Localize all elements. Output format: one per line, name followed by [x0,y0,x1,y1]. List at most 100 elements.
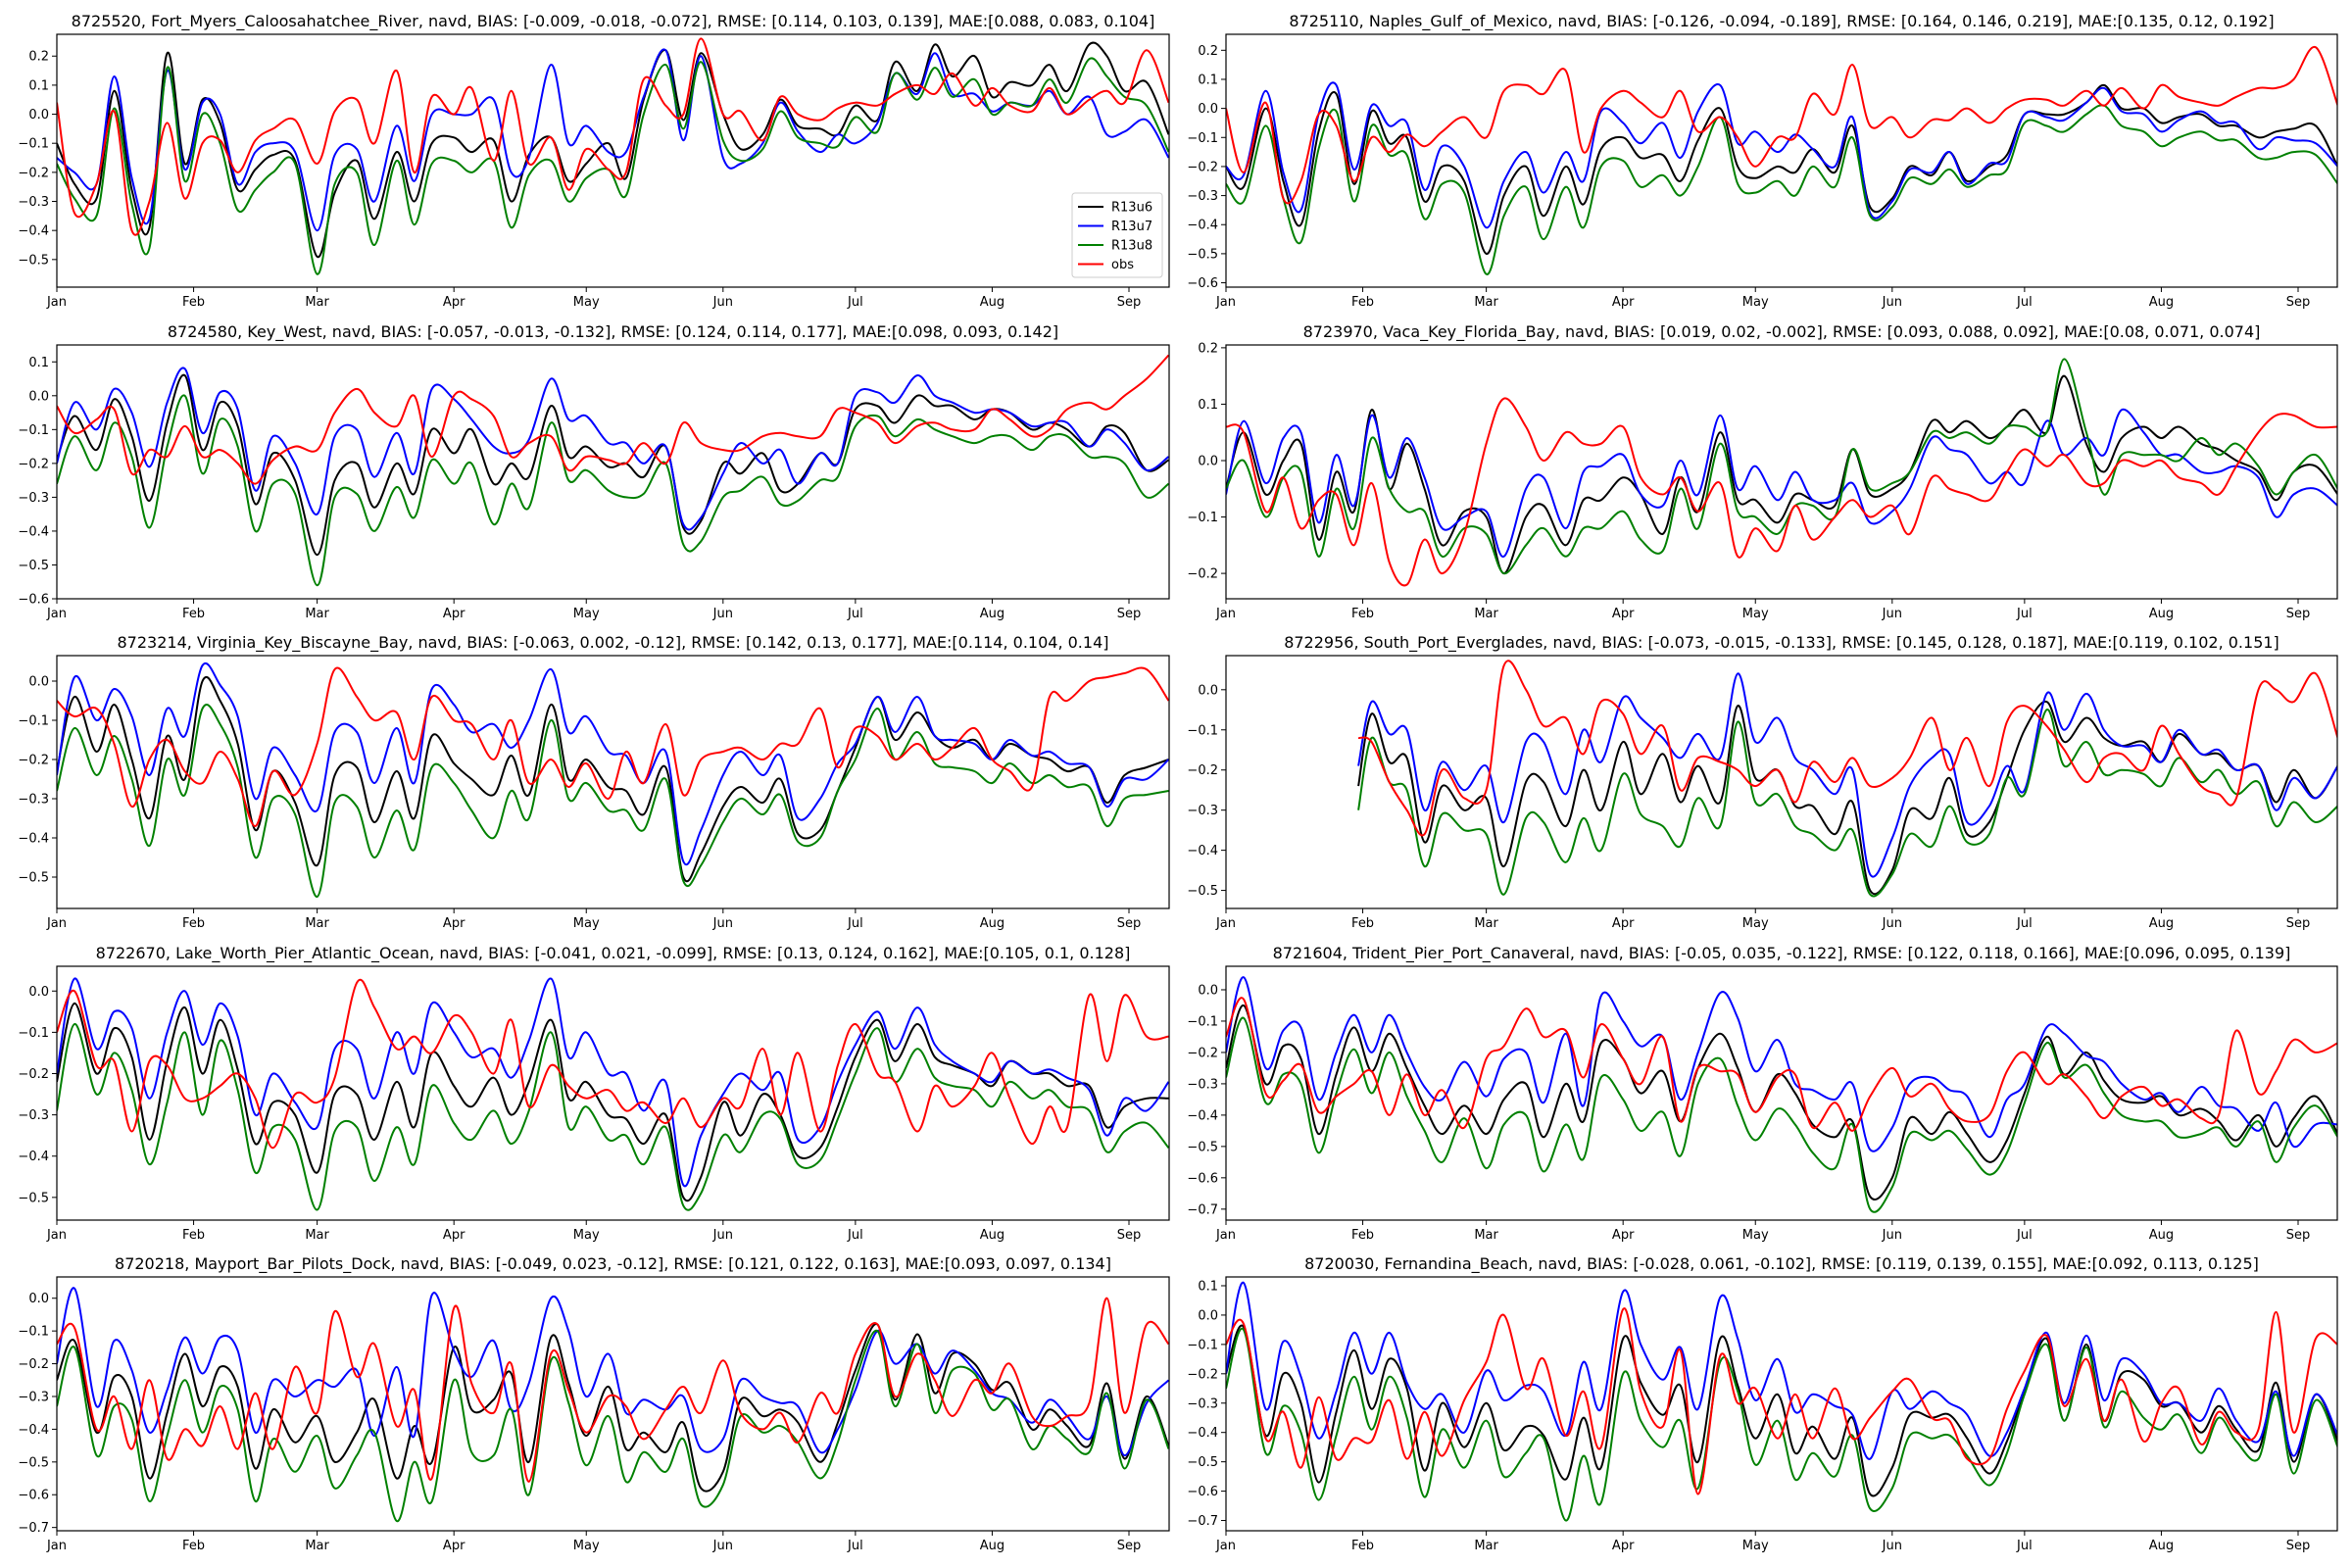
y-tick-label: −0.4 [18,1150,49,1164]
subplot-title: 8723970, Vaca_Key_Florida_Bay, navd, BIA… [1303,322,2261,342]
x-tick-label: May [573,916,600,931]
x-tick-label: Aug [2149,916,2174,931]
y-tick-label: 0.1 [28,78,49,93]
y-tick-label: −0.1 [1187,511,1218,525]
subplot: 8720218, Mayport_Bar_Pilots_Dock, navd, … [18,1254,1170,1553]
x-tick-label: Jun [712,916,733,931]
x-tick-label: Jan [46,1228,67,1243]
y-tick-label: −0.5 [18,871,49,886]
series-line-R13u6 [57,373,1169,557]
x-tick-label: Apr [1612,916,1635,931]
series-line-R13u8 [1226,1016,2337,1213]
series-line-R13u7 [57,48,1169,232]
subplot-title: 8720218, Mayport_Bar_Pilots_Dock, navd, … [115,1254,1111,1274]
series-line-obs [57,37,1169,236]
x-tick-label: Jul [847,1228,863,1243]
x-tick-label: Jun [1882,1228,1902,1243]
series-line-R13u7 [1226,1281,2337,1460]
x-tick-label: Jun [712,607,733,621]
series-line-R13u7 [1226,81,2337,229]
axes-frame [56,344,1170,600]
axes-frame [1225,344,2338,600]
y-tick-label: −0.4 [1187,219,1218,233]
y-tick-label: −0.3 [18,793,49,808]
y-tick-label: 0.0 [1198,1308,1218,1323]
series-line-R13u8 [57,1022,1169,1211]
x-tick-label: May [1742,916,1769,931]
series-group [57,354,1169,587]
x-tick-label: Jul [2016,1539,2033,1553]
y-tick-label: −0.4 [1187,844,1218,858]
x-tick-label: Aug [980,1228,1004,1243]
x-tick-label: Jun [712,295,733,310]
y-tick-label: −0.7 [18,1521,49,1536]
x-tick-label: Jun [1882,607,1902,621]
subplot: 8722956, South_Port_Everglades, navd, BI… [1187,633,2338,931]
series-group [1226,358,2337,587]
x-tick-label: Jan [46,295,67,310]
x-tick-label: Mar [1474,1228,1498,1243]
x-tick-label: Apr [443,295,466,310]
y-tick-label: −0.2 [18,1357,49,1372]
y-tick-label: −0.5 [18,559,49,573]
x-tick-label: Jun [712,1228,733,1243]
x-tick-label: May [573,295,600,310]
x-tick-label: Mar [1474,295,1498,310]
y-tick-label: −0.1 [1187,131,1218,146]
legend-label: R13u7 [1111,220,1152,234]
x-tick-label: Apr [1612,1228,1635,1243]
y-tick-label: −0.6 [18,1489,49,1503]
y-tick-label: −0.1 [1187,1014,1218,1029]
legend: R13u6 R13u7 R13u8 obs [1071,192,1163,278]
y-tick-label: −0.2 [1187,1046,1218,1060]
axes-frame [1225,1276,2338,1532]
y-tick-label: −0.4 [18,224,49,239]
y-tick-label: −0.5 [1187,1455,1218,1470]
subplot: 8723214, Virginia_Key_Biscayne_Bay, navd… [18,633,1170,931]
x-tick-label: Aug [980,916,1004,931]
axes-frame [1225,965,2338,1221]
series-line-R13u7 [1226,408,2337,558]
subplot: 8724580, Key_West, navd, BIAS: [-0.057, … [18,322,1170,621]
x-tick-label: May [1742,295,1769,310]
series-line-R13u7 [57,977,1169,1188]
series-line-R13u6 [1357,701,2337,896]
y-tick-label: −0.3 [18,1390,49,1404]
y-tick-label: 0.0 [28,985,49,1000]
series-line-R13u6 [57,1002,1169,1202]
series-line-R13u6 [1226,1004,2337,1200]
x-tick-label: Jun [1882,295,1902,310]
series-line-R13u8 [1226,358,2337,575]
series-line-R13u7 [1226,976,2337,1152]
x-tick-label: Feb [1351,1539,1374,1553]
x-tick-label: Sep [2286,1539,2311,1553]
series-group [1226,1281,2337,1522]
y-tick-label: −0.4 [1187,1108,1218,1123]
subplot: 8725110, Naples_Gulf_of_Mexico, navd, BI… [1187,12,2338,310]
y-tick-label: −0.7 [1187,1202,1218,1217]
x-tick-label: Apr [1612,1539,1635,1553]
axes-frame [56,33,1170,288]
y-tick-label: −0.3 [1187,804,1218,818]
y-tick-label: −0.2 [18,166,49,180]
y-tick-label: −0.3 [18,491,49,506]
y-tick-label: −0.4 [18,524,49,539]
x-tick-label: Feb [1351,1228,1374,1243]
x-tick-label: Mar [305,1539,329,1553]
x-tick-label: Mar [1474,607,1498,621]
x-tick-label: May [1742,1228,1769,1243]
y-tick-label: 0.1 [1198,1279,1218,1294]
series-line-R13u7 [1357,672,2337,878]
x-tick-label: Sep [2286,295,2311,310]
axes-frame [1225,655,2338,909]
y-tick-label: −0.1 [1187,723,1218,738]
x-tick-label: Sep [2286,1228,2311,1243]
x-tick-label: Jan [46,916,67,931]
legend-label: obs [1111,258,1134,272]
y-tick-label: 0.2 [1198,341,1218,356]
x-tick-label: Mar [1474,1539,1498,1553]
y-tick-label: 0.0 [1198,983,1218,998]
y-tick-label: −0.5 [1187,884,1218,899]
y-tick-label: −0.2 [1187,160,1218,174]
series-line-obs [1226,997,2337,1132]
